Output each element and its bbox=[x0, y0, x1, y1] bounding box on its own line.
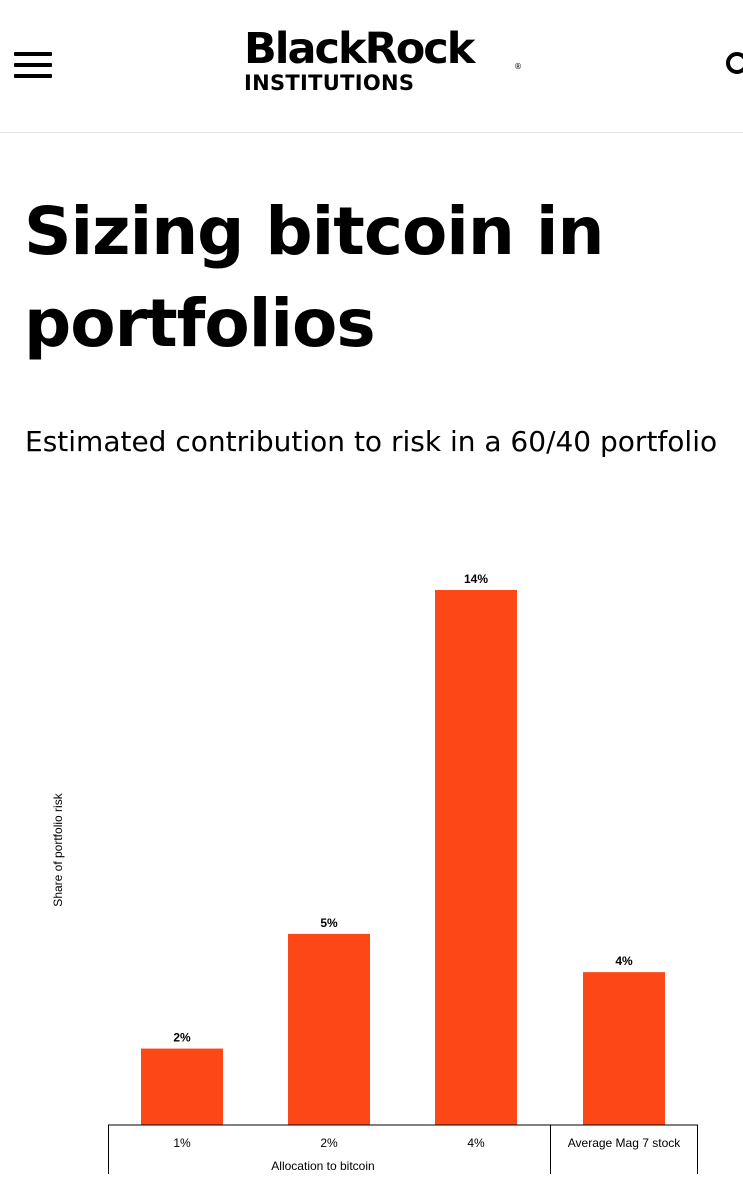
x-tick-label: 1% bbox=[173, 1136, 191, 1150]
data-labels-group: 2% 5% 14% 4% bbox=[173, 572, 633, 1045]
brand-name: BlackRock bbox=[244, 24, 475, 74]
x-tick-label: 4% bbox=[467, 1136, 485, 1150]
bar-1 bbox=[141, 1048, 223, 1125]
bar-chart: 2% 5% 14% 4% 1% 2% 4% Average Mag 7 stock Shar… bbox=[51, 572, 698, 1174]
data-label: 5% bbox=[320, 916, 338, 930]
x-axis: 1% 2% 4% Average Mag 7 stock bbox=[108, 1124, 698, 1174]
data-label: 2% bbox=[173, 1031, 191, 1045]
bar-2 bbox=[288, 933, 370, 1125]
bar-4 bbox=[583, 972, 665, 1125]
y-axis-label: Share of portfolio risk bbox=[51, 792, 65, 906]
bars-group bbox=[141, 590, 665, 1125]
brand-subtitle: INSTITUTIONS bbox=[244, 71, 415, 95]
search-icon[interactable] bbox=[722, 48, 743, 88]
x-tick-label: Average Mag 7 stock bbox=[568, 1136, 682, 1150]
data-label: 4% bbox=[615, 954, 633, 968]
x-tick-label: 2% bbox=[320, 1136, 338, 1150]
chart-subtitle: Estimated contribution to risk in a 60/4… bbox=[25, 425, 718, 458]
hamburger-menu-icon[interactable] bbox=[14, 52, 52, 78]
data-label: 14% bbox=[464, 572, 488, 586]
page-title: Sizing bitcoin in portfolios bbox=[24, 193, 604, 362]
brand-logo[interactable]: BlackRock ® INSTITUTIONS bbox=[244, 24, 522, 95]
registered-mark: ® bbox=[514, 62, 522, 71]
x-axis-label: Allocation to bitcoin bbox=[271, 1159, 374, 1173]
bar-3 bbox=[435, 590, 517, 1125]
site-header: BlackRock ® INSTITUTIONS bbox=[0, 0, 743, 133]
